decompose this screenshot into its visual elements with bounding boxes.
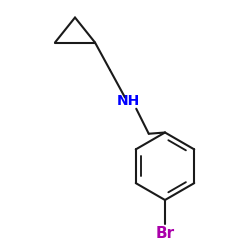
Text: NH: NH: [117, 94, 140, 108]
Text: Br: Br: [156, 226, 174, 241]
